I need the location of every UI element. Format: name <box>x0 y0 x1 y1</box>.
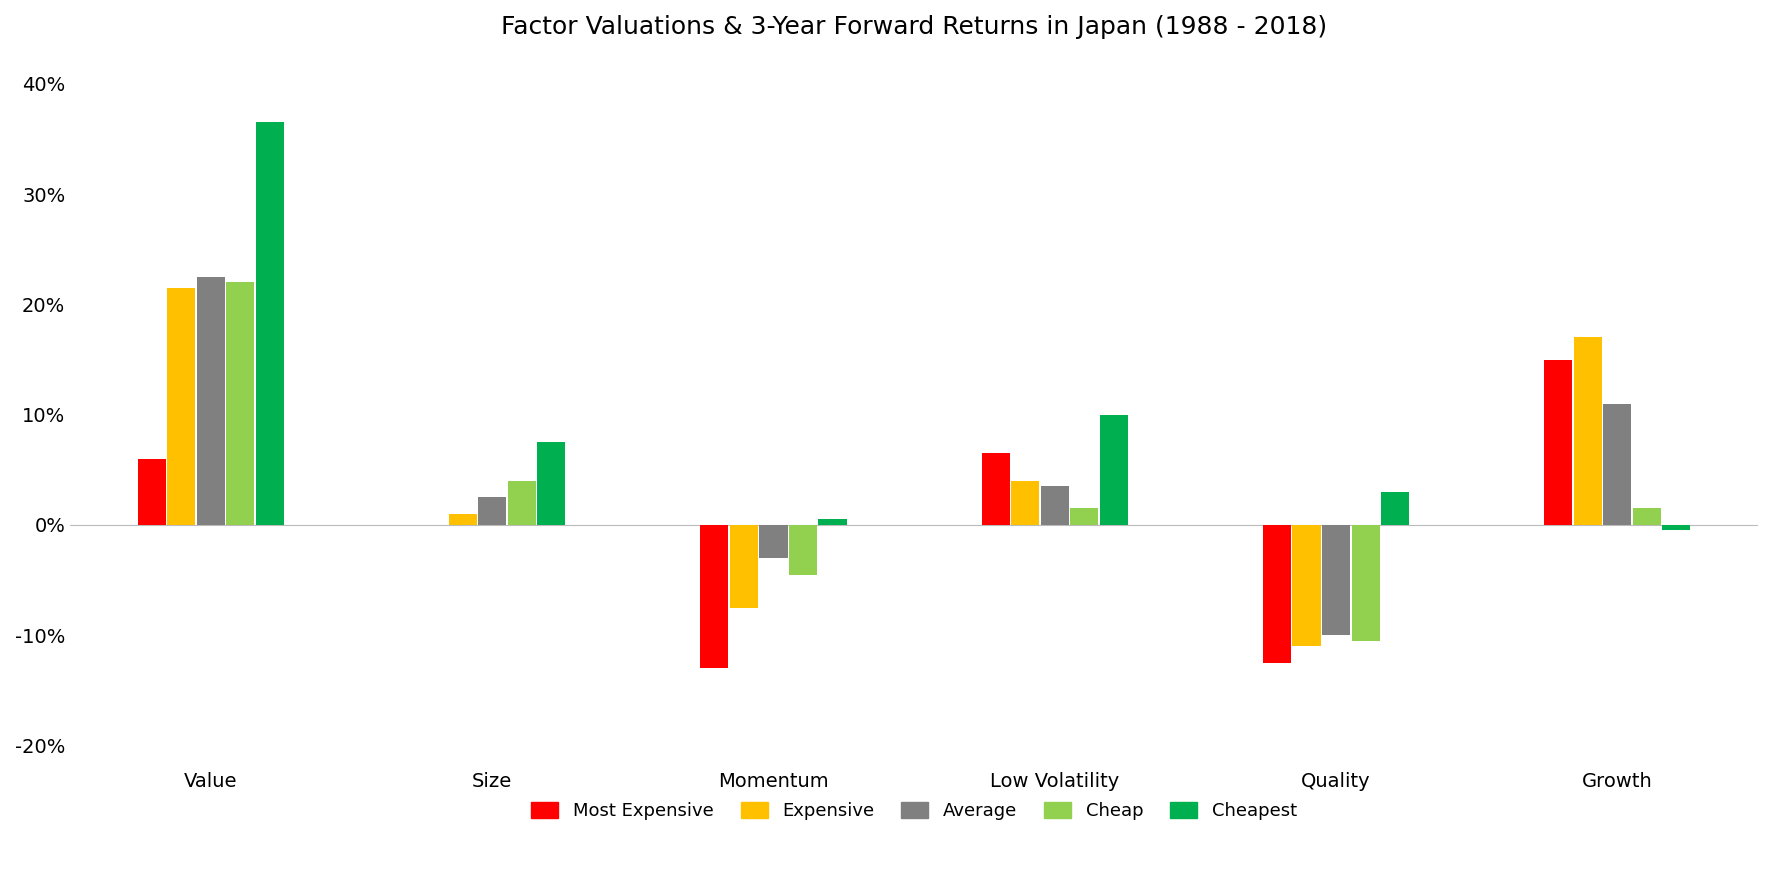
Bar <box>255 122 284 525</box>
Bar <box>537 442 566 525</box>
Bar <box>197 276 225 525</box>
Bar <box>700 525 729 668</box>
Legend: Most Expensive, Expensive, Average, Cheap, Cheapest: Most Expensive, Expensive, Average, Chea… <box>523 793 1307 829</box>
Bar <box>479 497 507 525</box>
Bar <box>1293 525 1321 646</box>
Bar <box>1099 415 1128 525</box>
Bar <box>1574 338 1601 525</box>
Bar <box>1603 404 1631 525</box>
Title: Factor Valuations & 3-Year Forward Returns in Japan (1988 - 2018): Factor Valuations & 3-Year Forward Retur… <box>502 15 1328 39</box>
Bar <box>982 454 1011 525</box>
Bar <box>138 459 167 525</box>
Bar <box>730 525 759 608</box>
Bar <box>1262 525 1291 663</box>
Bar <box>789 525 817 574</box>
Bar <box>1041 486 1069 525</box>
Bar <box>759 525 787 558</box>
Bar <box>819 519 847 525</box>
Bar <box>167 288 195 525</box>
Bar <box>507 481 535 525</box>
Bar <box>1544 360 1573 525</box>
Bar <box>449 514 477 525</box>
Bar <box>1011 481 1039 525</box>
Bar <box>1633 509 1661 525</box>
Bar <box>1663 525 1690 531</box>
Bar <box>227 283 255 525</box>
Bar <box>1381 492 1410 525</box>
Bar <box>1071 509 1097 525</box>
Bar <box>1323 525 1349 635</box>
Bar <box>1351 525 1379 641</box>
